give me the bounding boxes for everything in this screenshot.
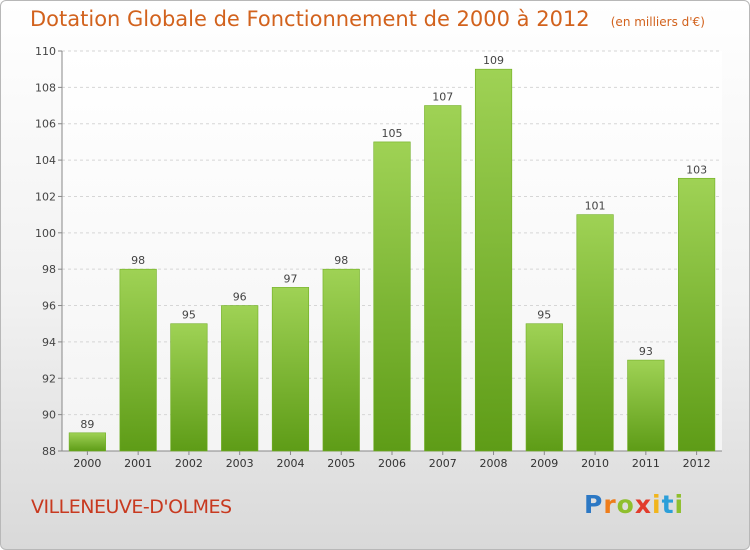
bar-2007: [424, 105, 462, 452]
x-tick-label-2005: 2005: [327, 457, 355, 470]
x-tick-label-2000: 2000: [73, 457, 101, 470]
y-tick-label: 100: [35, 227, 56, 240]
data-label-2005: 98: [334, 254, 348, 267]
y-tick-label: 102: [35, 190, 56, 203]
bar-2004: [271, 287, 310, 452]
chart-title: Dotation Globale de Fonctionnement de 20…: [30, 7, 590, 31]
title-row: Dotation Globale de Fonctionnement de 20…: [30, 7, 705, 31]
x-tick-label-2010: 2010: [581, 457, 609, 470]
y-tick-label: 104: [35, 154, 56, 167]
x-tick-label-2011: 2011: [632, 457, 660, 470]
y-tick-label: 94: [42, 336, 56, 349]
data-label-2001: 98: [131, 254, 145, 267]
x-tick-label-2001: 2001: [124, 457, 152, 470]
bar-2000: [68, 432, 106, 452]
bar-2008: [474, 68, 513, 452]
commune-name: VILLENEUVE-D'OLMES: [31, 496, 232, 518]
y-tick-label: 92: [42, 372, 56, 385]
data-label-2004: 97: [283, 272, 297, 285]
bar-2005: [322, 268, 360, 452]
bar-2002: [170, 323, 208, 452]
data-label-2003: 96: [233, 291, 247, 304]
bar-2001: [119, 268, 157, 452]
x-tick-label-2012: 2012: [683, 457, 711, 470]
x-tick-label-2009: 2009: [530, 457, 558, 470]
proxiti-logo: Proxiti: [584, 490, 685, 519]
chart-subtitle: (en milliers d'€): [610, 15, 705, 29]
bar-2009: [525, 323, 563, 452]
y-tick-label: 106: [35, 118, 56, 131]
y-tick-label: 110: [35, 45, 56, 58]
bar-2010: [576, 214, 614, 452]
data-label-2012: 103: [686, 163, 707, 176]
x-tick-label-2007: 2007: [429, 457, 457, 470]
data-label-2006: 105: [382, 127, 403, 140]
x-tick-label-2006: 2006: [378, 457, 406, 470]
bar-2011: [627, 359, 665, 452]
data-label-2009: 95: [537, 309, 551, 322]
y-tick-label: 98: [42, 263, 56, 276]
y-tick-label: 88: [42, 445, 56, 458]
y-tick-label: 96: [42, 300, 56, 313]
x-tick-label-2003: 2003: [226, 457, 254, 470]
bar-2006: [373, 141, 411, 452]
data-label-2002: 95: [182, 309, 196, 322]
x-tick-label-2008: 2008: [480, 457, 508, 470]
data-label-2000: 89: [80, 418, 94, 431]
x-tick-label-2002: 2002: [175, 457, 203, 470]
x-tick-label-2004: 2004: [276, 457, 304, 470]
bar-2003: [221, 305, 259, 452]
y-tick-label: 90: [42, 409, 56, 422]
y-tick-label: 108: [35, 81, 56, 94]
data-label-2008: 109: [483, 54, 504, 67]
bar-2012: [678, 177, 716, 452]
data-label-2010: 101: [585, 200, 606, 213]
data-label-2011: 93: [639, 345, 653, 358]
data-label-2007: 107: [432, 91, 453, 104]
